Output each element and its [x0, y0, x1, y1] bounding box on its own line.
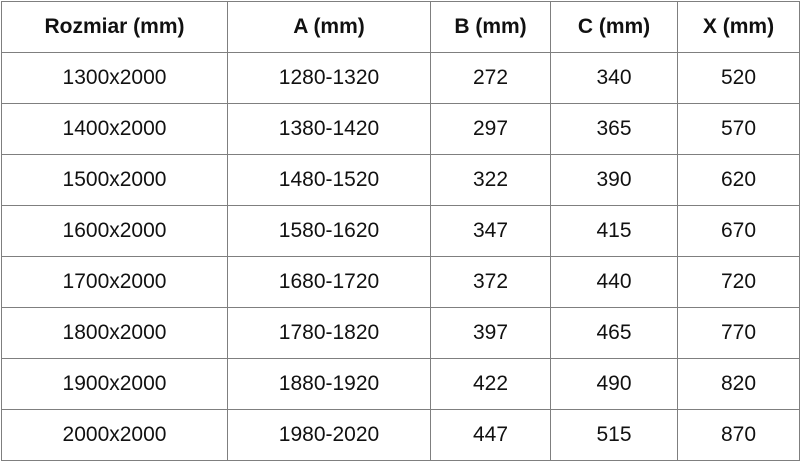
- header-cell: C (mm): [550, 1, 678, 53]
- table-cell: 322: [430, 154, 551, 206]
- table-cell: 365: [550, 103, 678, 155]
- table-cell: 1500x2000: [1, 154, 228, 206]
- table-cell: 415: [550, 205, 678, 257]
- table-cell: 340: [550, 52, 678, 104]
- table-cell: 440: [550, 256, 678, 308]
- table-cell: 1800x2000: [1, 307, 228, 359]
- table-cell: 447: [430, 409, 551, 461]
- table-cell: 1600x2000: [1, 205, 228, 257]
- table-cell: 620: [677, 154, 800, 206]
- table-cell: 570: [677, 103, 800, 155]
- table-cell: 465: [550, 307, 678, 359]
- table-row: 1900x2000 1880-1920 422 490 820: [1, 358, 800, 410]
- table-cell: 422: [430, 358, 551, 410]
- table-row: 1500x2000 1480-1520 322 390 620: [1, 154, 800, 206]
- table-row: 1800x2000 1780-1820 397 465 770: [1, 307, 800, 359]
- table-cell: 272: [430, 52, 551, 104]
- table-cell: 515: [550, 409, 678, 461]
- table-cell: 1300x2000: [1, 52, 228, 104]
- table-row: 1300x2000 1280-1320 272 340 520: [1, 52, 800, 104]
- table-cell: 372: [430, 256, 551, 308]
- table-cell: 720: [677, 256, 800, 308]
- header-row: Rozmiar (mm) A (mm) B (mm) C (mm) X (mm): [1, 1, 800, 53]
- table-cell: 347: [430, 205, 551, 257]
- table-row: 1600x2000 1580-1620 347 415 670: [1, 205, 800, 257]
- table-cell: 1880-1920: [227, 358, 431, 410]
- table-cell: 397: [430, 307, 551, 359]
- table-cell: 297: [430, 103, 551, 155]
- table-cell: 820: [677, 358, 800, 410]
- table-cell: 1280-1320: [227, 52, 431, 104]
- table-cell: 670: [677, 205, 800, 257]
- header-cell: B (mm): [430, 1, 551, 53]
- header-cell: A (mm): [227, 1, 431, 53]
- table-cell: 1700x2000: [1, 256, 228, 308]
- header-cell: X (mm): [677, 1, 800, 53]
- table-cell: 1580-1620: [227, 205, 431, 257]
- table-cell: 1680-1720: [227, 256, 431, 308]
- table-cell: 390: [550, 154, 678, 206]
- table-cell: 490: [550, 358, 678, 410]
- table-cell: 1900x2000: [1, 358, 228, 410]
- table-cell: 1400x2000: [1, 103, 228, 155]
- table-cell: 520: [677, 52, 800, 104]
- table-cell: 1480-1520: [227, 154, 431, 206]
- table-cell: 2000x2000: [1, 409, 228, 461]
- table-row: 2000x2000 1980-2020 447 515 870: [1, 409, 800, 461]
- table-cell: 1780-1820: [227, 307, 431, 359]
- header-cell: Rozmiar (mm): [1, 1, 228, 53]
- table-cell: 870: [677, 409, 800, 461]
- table-row: 1700x2000 1680-1720 372 440 720: [1, 256, 800, 308]
- table-cell: 1380-1420: [227, 103, 431, 155]
- table-cell: 1980-2020: [227, 409, 431, 461]
- table-body: 1300x2000 1280-1320 272 340 520 1400x2000 1380…: [1, 52, 800, 461]
- table-row: 1400x2000 1380-1420 297 365 570: [1, 103, 800, 155]
- table-cell: 770: [677, 307, 800, 359]
